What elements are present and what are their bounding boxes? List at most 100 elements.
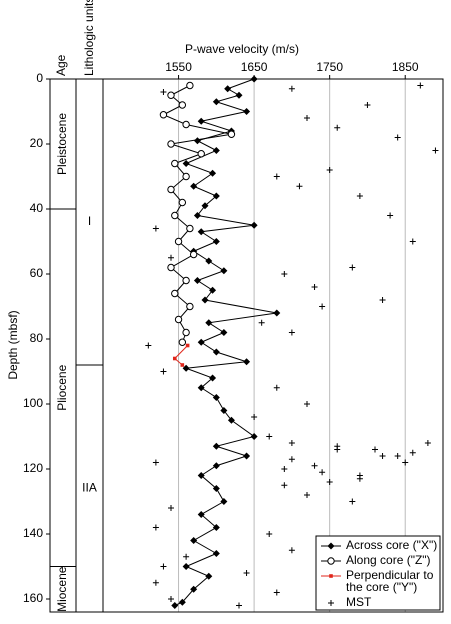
marker — [193, 212, 201, 219]
marker — [152, 524, 159, 531]
marker — [409, 238, 416, 245]
marker — [424, 440, 431, 446]
legend-box — [315, 535, 441, 611]
marker — [182, 364, 190, 372]
marker — [243, 570, 250, 576]
marker — [178, 598, 186, 606]
marker — [281, 271, 288, 277]
marker — [266, 433, 273, 440]
marker — [193, 137, 201, 145]
marker — [250, 433, 258, 440]
marker — [288, 85, 295, 92]
marker — [281, 482, 288, 489]
legend-label: Perpendicular to the core ("Y") — [346, 568, 434, 594]
marker — [273, 309, 281, 317]
marker — [197, 150, 205, 158]
marker — [209, 374, 217, 382]
marker — [209, 286, 217, 294]
marker — [178, 198, 187, 207]
series-line — [174, 345, 188, 366]
marker — [281, 466, 288, 472]
marker — [174, 237, 183, 246]
marker — [311, 462, 318, 469]
marker — [201, 202, 209, 210]
marker — [356, 472, 363, 479]
marker — [171, 159, 179, 168]
marker — [243, 108, 251, 115]
age-label: Miocene — [55, 566, 69, 612]
marker — [220, 329, 228, 336]
marker — [364, 102, 371, 108]
marker — [205, 257, 213, 265]
marker — [288, 440, 295, 446]
y-tick-label: 0 — [36, 71, 43, 85]
marker — [311, 284, 318, 290]
marker — [189, 250, 198, 259]
marker — [212, 348, 220, 356]
marker — [212, 147, 220, 154]
marker — [182, 160, 190, 167]
marker — [224, 85, 232, 93]
y-tick-label: 40 — [30, 201, 44, 215]
marker — [186, 81, 194, 90]
marker — [273, 384, 280, 391]
marker — [201, 296, 209, 304]
marker — [432, 147, 439, 154]
marker — [326, 167, 333, 173]
marker — [304, 492, 310, 498]
marker — [227, 416, 235, 424]
marker — [167, 185, 175, 194]
age-label: Pleistocene — [55, 113, 69, 175]
marker — [326, 479, 333, 485]
marker — [152, 459, 159, 466]
legend-label: MST — [346, 595, 372, 609]
marker — [212, 485, 220, 492]
marker — [334, 446, 341, 453]
marker — [160, 89, 167, 95]
marker — [185, 343, 190, 348]
marker — [243, 452, 251, 460]
marker — [182, 328, 190, 337]
marker — [182, 563, 190, 570]
legend-marker — [327, 557, 335, 565]
x-tick-label: 1550 — [165, 60, 192, 74]
marker — [227, 130, 236, 138]
marker — [387, 212, 394, 219]
marker — [212, 238, 220, 245]
marker — [193, 277, 201, 284]
marker — [182, 120, 190, 129]
marker — [372, 446, 378, 453]
marker — [209, 169, 217, 177]
marker — [304, 115, 310, 121]
marker — [349, 264, 356, 271]
chart-title: P-wave velocity (m/s) — [185, 42, 299, 56]
marker — [197, 338, 205, 346]
marker — [296, 183, 303, 190]
marker — [186, 224, 194, 233]
marker — [174, 315, 183, 324]
plot-frame — [102, 78, 444, 613]
marker — [182, 276, 190, 285]
marker — [212, 98, 220, 106]
marker — [220, 407, 228, 414]
marker — [168, 505, 174, 511]
unit-label: I — [88, 214, 91, 228]
marker — [379, 297, 386, 303]
x-tick-label: 1850 — [392, 60, 419, 74]
legend-label: Across core ("X") — [346, 538, 437, 552]
marker — [394, 453, 401, 459]
marker — [197, 384, 205, 392]
column-header: Lithologic units/subunits — [82, 0, 96, 76]
marker — [197, 511, 205, 518]
marker — [220, 267, 228, 275]
marker — [152, 579, 159, 586]
marker — [160, 563, 167, 570]
y-tick-label: 60 — [30, 266, 44, 280]
marker — [288, 329, 295, 336]
marker — [171, 602, 179, 609]
marker — [205, 319, 213, 327]
marker — [152, 225, 159, 232]
marker — [186, 302, 194, 311]
marker — [172, 356, 177, 361]
